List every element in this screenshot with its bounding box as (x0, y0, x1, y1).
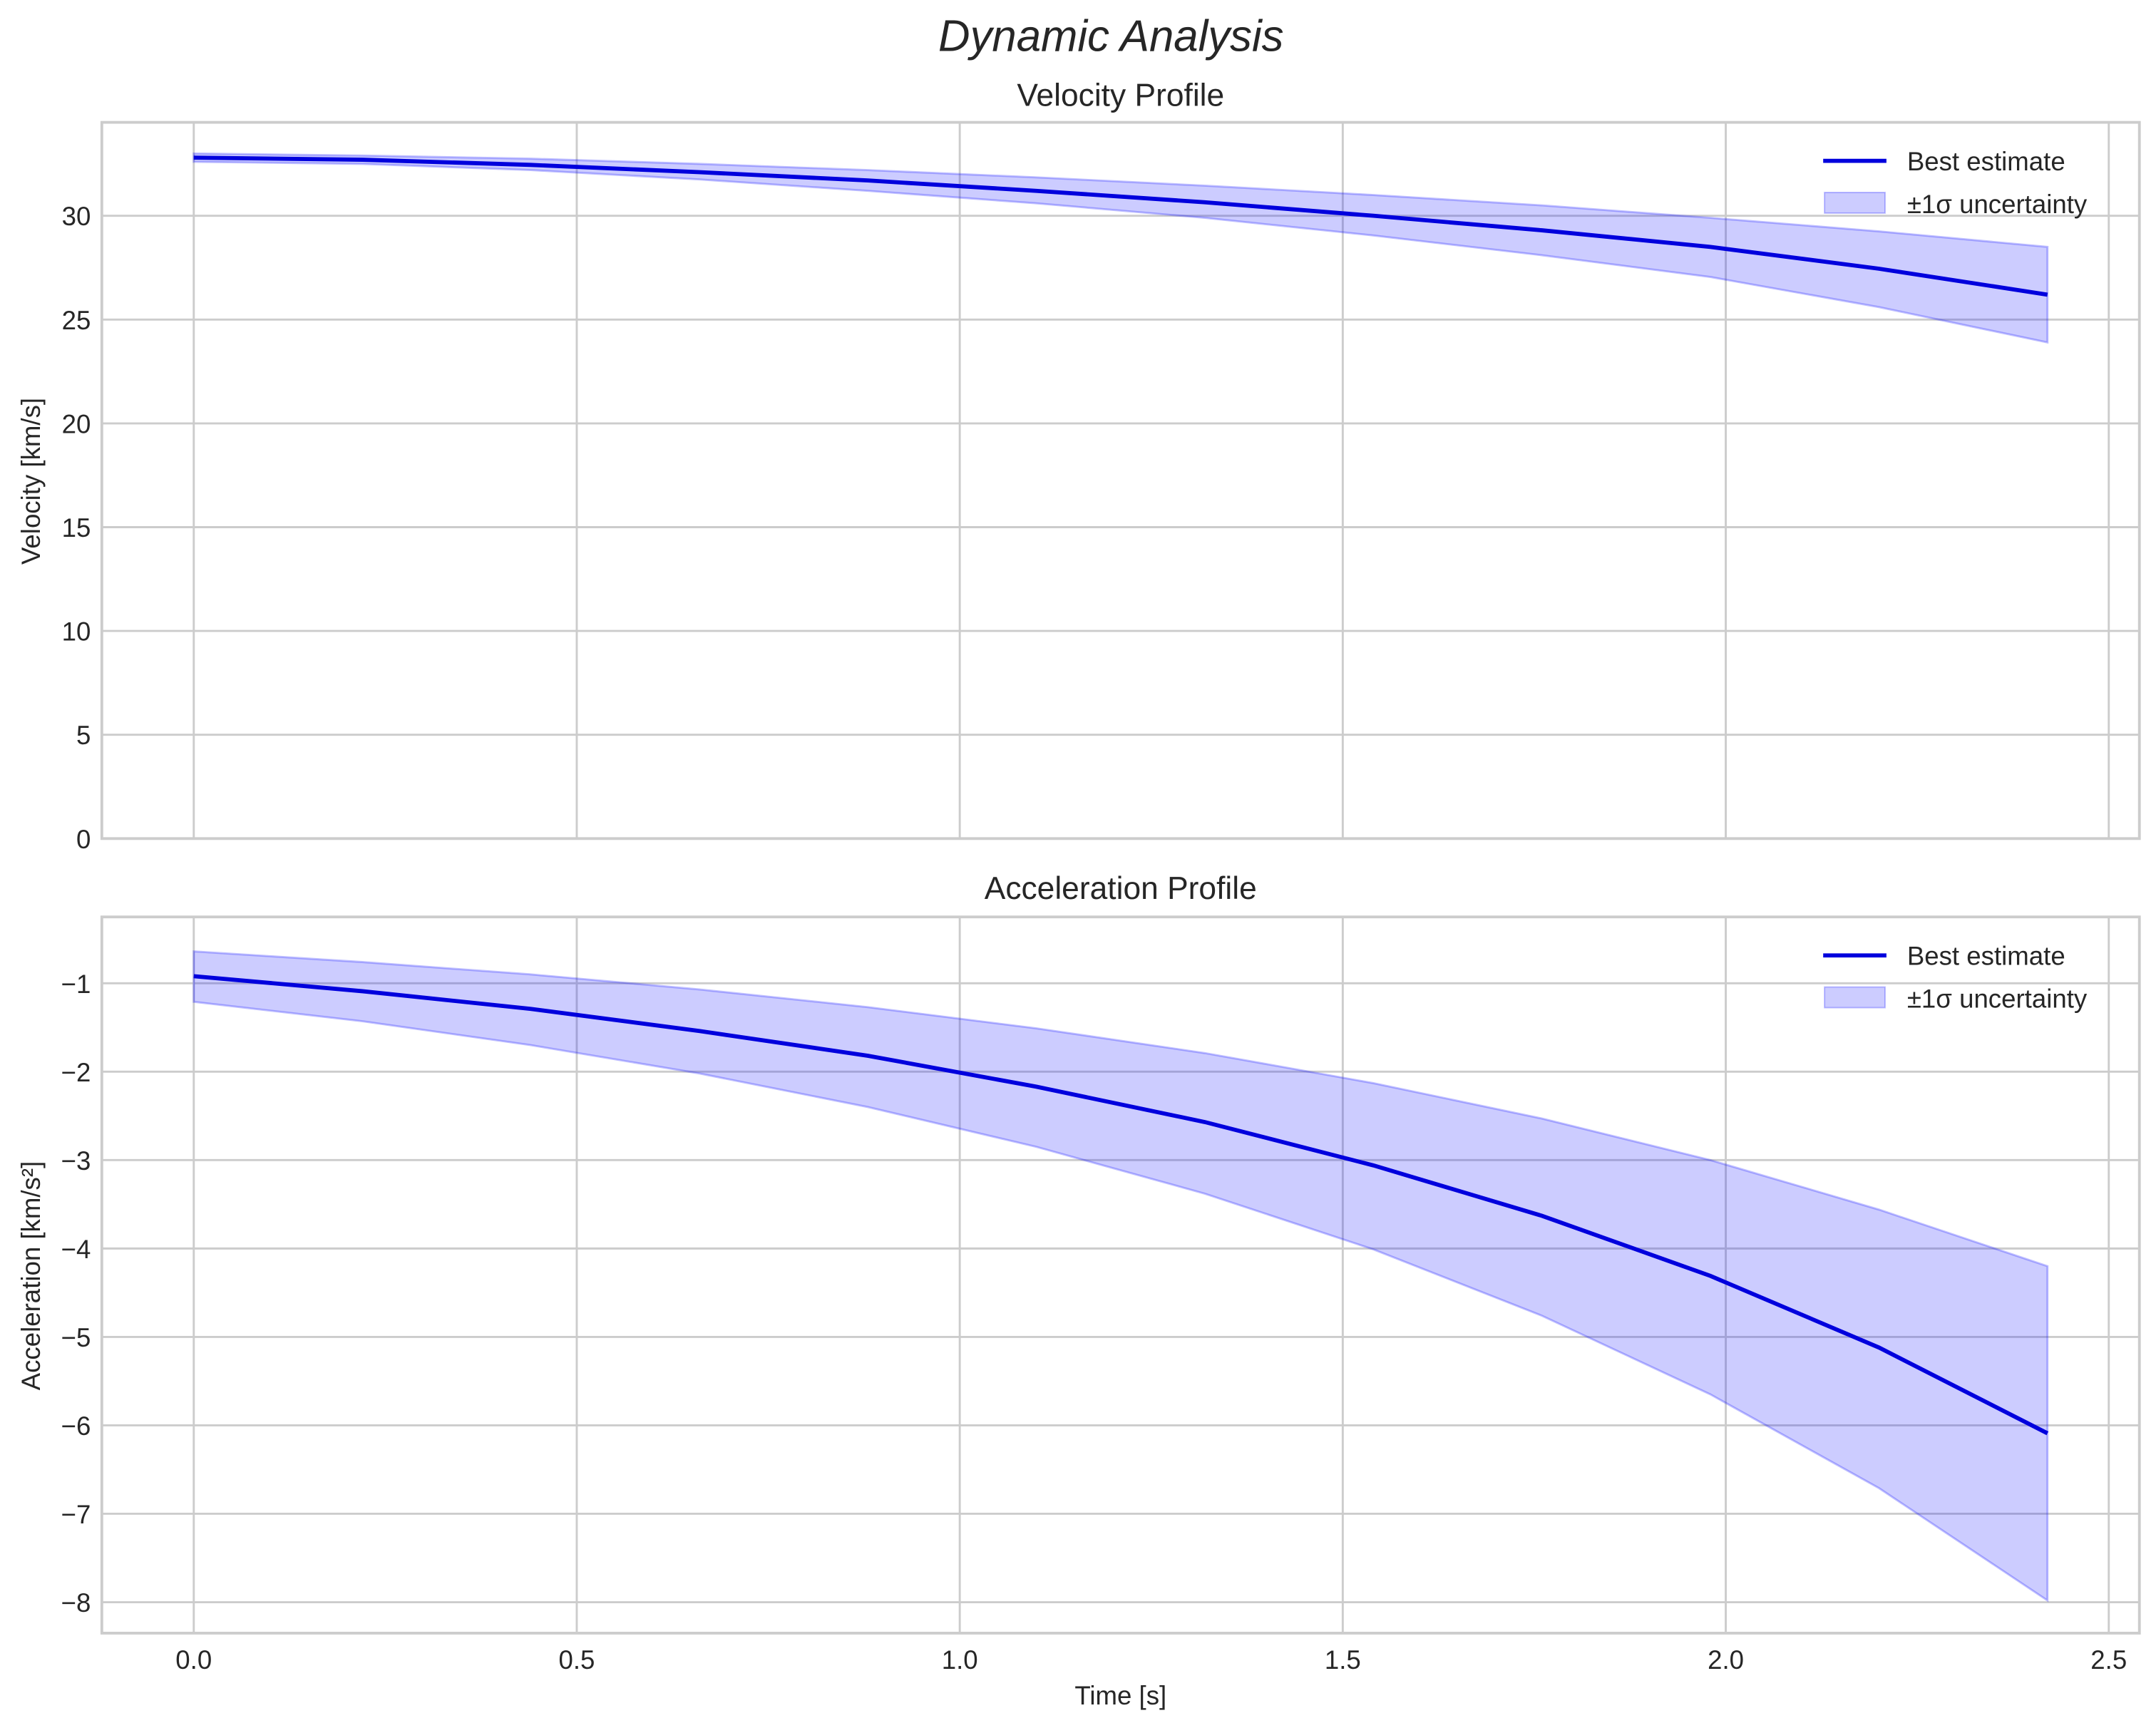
legend-label-uncertainty: ±1σ uncertainty (1907, 190, 2088, 219)
x-tick-label: 1.5 (1325, 1645, 1361, 1675)
y-tick-label: −5 (61, 1323, 91, 1352)
y-tick-label: 15 (62, 513, 91, 542)
velocity-panel: Velocity Profile 0 5 10 15 20 25 30 Velocity [… (16, 78, 2141, 854)
legend-label-best-estimate: Best estimate (1907, 942, 2065, 971)
acceleration-panel: Acceleration Profile −1 −2 −3 −4 −5 −6 −7 −8 0.… (16, 871, 2141, 1710)
acceleration-gridlines (101, 917, 2140, 1633)
y-tick-label: 5 (76, 721, 91, 750)
acceleration-axes-frame (100, 915, 2141, 1635)
y-tick-label: −6 (61, 1411, 91, 1441)
velocity-title: Velocity Profile (1017, 78, 1224, 113)
acceleration-uncertainty-band (192, 950, 2049, 1603)
x-axis-label: Time [s] (1074, 1681, 1166, 1710)
velocity-axes-frame (100, 120, 2141, 840)
y-tick-label: −7 (61, 1500, 91, 1529)
velocity-uncertainty-band (192, 152, 2049, 344)
x-tick-label: 2.5 (2090, 1645, 2127, 1675)
acceleration-y-tick-labels: −1 −2 −3 −4 −5 −6 −7 −8 (61, 970, 91, 1618)
y-tick-label: 10 (62, 617, 91, 647)
figure-suptitle: Dynamic Analysis (938, 11, 1284, 61)
y-tick-label: −2 (61, 1058, 91, 1087)
x-tick-label: 1.0 (942, 1645, 978, 1675)
acceleration-x-tick-labels: 0.0 0.5 1.0 1.5 2.0 2.5 (175, 1645, 2127, 1675)
y-tick-label: −4 (61, 1235, 91, 1264)
x-tick-label: 2.0 (1708, 1645, 1744, 1675)
y-tick-label: −1 (61, 970, 91, 999)
y-tick-label: 25 (62, 306, 91, 335)
legend-label-best-estimate: Best estimate (1907, 147, 2065, 176)
x-tick-label: 0.0 (175, 1645, 212, 1675)
y-tick-label: 30 (62, 202, 91, 231)
legend-band-icon (1824, 986, 1886, 1009)
y-tick-label: −3 (61, 1146, 91, 1176)
y-tick-label: 20 (62, 409, 91, 438)
acceleration-y-axis-label: Acceleration [km/s²] (16, 1161, 46, 1391)
velocity-legend: Best estimate ±1σ uncertainty (1823, 147, 2088, 219)
velocity-y-tick-labels: 0 5 10 15 20 25 30 (62, 202, 91, 854)
legend-label-uncertainty: ±1σ uncertainty (1907, 984, 2088, 1014)
x-tick-label: 0.5 (558, 1645, 595, 1675)
acceleration-title: Acceleration Profile (985, 871, 1257, 906)
acceleration-legend: Best estimate ±1σ uncertainty (1823, 942, 2088, 1014)
legend-band-icon (1824, 192, 1886, 214)
y-tick-label: −8 (61, 1588, 91, 1618)
acceleration-best-estimate-line (193, 974, 2049, 1436)
velocity-best-estimate-line (193, 155, 2048, 297)
velocity-y-axis-label: Velocity [km/s] (16, 398, 46, 565)
y-tick-label: 0 (76, 825, 91, 854)
